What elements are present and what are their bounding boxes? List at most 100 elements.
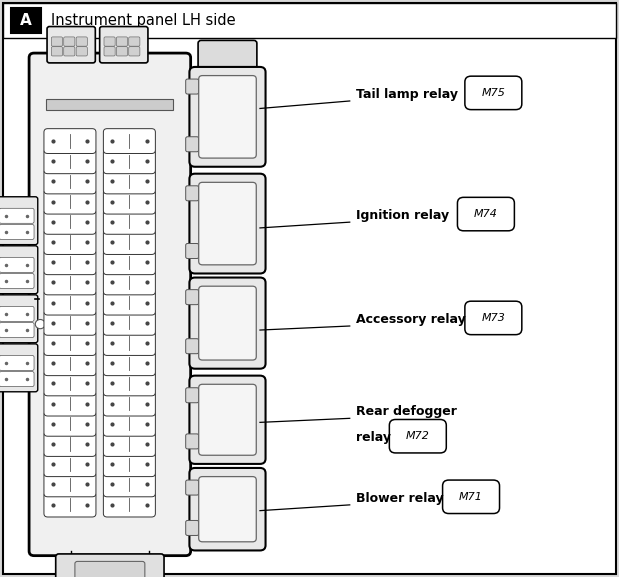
FancyBboxPatch shape bbox=[103, 411, 155, 436]
FancyBboxPatch shape bbox=[0, 208, 34, 223]
FancyBboxPatch shape bbox=[0, 295, 38, 343]
FancyBboxPatch shape bbox=[103, 452, 155, 477]
FancyBboxPatch shape bbox=[44, 492, 96, 517]
FancyBboxPatch shape bbox=[44, 472, 96, 497]
FancyBboxPatch shape bbox=[0, 273, 34, 288]
FancyBboxPatch shape bbox=[129, 47, 140, 56]
FancyBboxPatch shape bbox=[389, 419, 446, 453]
FancyBboxPatch shape bbox=[189, 67, 266, 167]
FancyBboxPatch shape bbox=[0, 306, 34, 321]
FancyBboxPatch shape bbox=[103, 472, 155, 497]
FancyBboxPatch shape bbox=[44, 331, 96, 355]
FancyBboxPatch shape bbox=[44, 270, 96, 295]
FancyBboxPatch shape bbox=[465, 76, 522, 110]
FancyBboxPatch shape bbox=[44, 149, 96, 174]
Text: A: A bbox=[20, 13, 32, 28]
FancyBboxPatch shape bbox=[44, 189, 96, 214]
FancyBboxPatch shape bbox=[44, 169, 96, 194]
FancyBboxPatch shape bbox=[103, 310, 155, 335]
FancyBboxPatch shape bbox=[44, 411, 96, 436]
Text: Blower relay: Blower relay bbox=[356, 492, 444, 505]
FancyBboxPatch shape bbox=[0, 344, 38, 392]
FancyBboxPatch shape bbox=[189, 278, 266, 369]
Text: M71: M71 bbox=[459, 492, 483, 502]
FancyBboxPatch shape bbox=[103, 270, 155, 295]
FancyBboxPatch shape bbox=[44, 310, 96, 335]
FancyBboxPatch shape bbox=[465, 301, 522, 335]
FancyBboxPatch shape bbox=[64, 47, 75, 56]
FancyBboxPatch shape bbox=[199, 384, 256, 455]
FancyBboxPatch shape bbox=[104, 37, 115, 46]
FancyBboxPatch shape bbox=[443, 480, 500, 514]
FancyBboxPatch shape bbox=[103, 129, 155, 153]
FancyBboxPatch shape bbox=[198, 40, 257, 75]
FancyBboxPatch shape bbox=[103, 169, 155, 194]
FancyBboxPatch shape bbox=[76, 37, 87, 46]
FancyBboxPatch shape bbox=[186, 434, 199, 449]
Text: M72: M72 bbox=[406, 431, 430, 441]
FancyBboxPatch shape bbox=[116, 37, 128, 46]
FancyBboxPatch shape bbox=[186, 243, 199, 258]
FancyBboxPatch shape bbox=[100, 27, 148, 63]
FancyBboxPatch shape bbox=[199, 286, 256, 360]
FancyBboxPatch shape bbox=[103, 209, 155, 234]
Bar bbox=[46, 99, 173, 110]
FancyBboxPatch shape bbox=[47, 27, 95, 63]
FancyBboxPatch shape bbox=[103, 492, 155, 517]
FancyBboxPatch shape bbox=[103, 331, 155, 355]
Text: Tail lamp relay: Tail lamp relay bbox=[356, 88, 458, 101]
FancyBboxPatch shape bbox=[103, 230, 155, 254]
FancyBboxPatch shape bbox=[103, 189, 155, 214]
FancyBboxPatch shape bbox=[103, 250, 155, 275]
FancyBboxPatch shape bbox=[189, 376, 266, 464]
FancyBboxPatch shape bbox=[129, 37, 140, 46]
FancyBboxPatch shape bbox=[186, 339, 199, 354]
FancyBboxPatch shape bbox=[64, 37, 75, 46]
FancyBboxPatch shape bbox=[186, 186, 199, 201]
FancyBboxPatch shape bbox=[186, 480, 199, 495]
FancyBboxPatch shape bbox=[103, 391, 155, 416]
FancyBboxPatch shape bbox=[189, 174, 266, 273]
FancyBboxPatch shape bbox=[186, 79, 199, 94]
FancyBboxPatch shape bbox=[0, 372, 34, 387]
Text: Rear defogger: Rear defogger bbox=[356, 405, 457, 418]
FancyBboxPatch shape bbox=[103, 149, 155, 174]
FancyBboxPatch shape bbox=[103, 432, 155, 456]
FancyBboxPatch shape bbox=[457, 197, 514, 231]
FancyBboxPatch shape bbox=[44, 230, 96, 254]
Text: M74: M74 bbox=[474, 209, 498, 219]
FancyBboxPatch shape bbox=[44, 250, 96, 275]
FancyBboxPatch shape bbox=[75, 561, 145, 577]
FancyBboxPatch shape bbox=[44, 452, 96, 477]
FancyBboxPatch shape bbox=[103, 351, 155, 376]
FancyBboxPatch shape bbox=[199, 182, 256, 265]
FancyBboxPatch shape bbox=[186, 290, 199, 305]
FancyBboxPatch shape bbox=[186, 137, 199, 152]
Text: Accessory relay: Accessory relay bbox=[356, 313, 465, 326]
FancyBboxPatch shape bbox=[44, 209, 96, 234]
Text: M75: M75 bbox=[482, 88, 505, 98]
FancyBboxPatch shape bbox=[186, 520, 199, 535]
FancyBboxPatch shape bbox=[0, 257, 34, 272]
FancyBboxPatch shape bbox=[44, 290, 96, 315]
FancyBboxPatch shape bbox=[44, 432, 96, 456]
FancyBboxPatch shape bbox=[0, 224, 34, 239]
FancyBboxPatch shape bbox=[56, 554, 164, 577]
FancyBboxPatch shape bbox=[29, 53, 191, 556]
Bar bbox=[3, 3, 616, 38]
FancyBboxPatch shape bbox=[44, 129, 96, 153]
FancyBboxPatch shape bbox=[104, 47, 115, 56]
Circle shape bbox=[35, 320, 45, 329]
Text: relay: relay bbox=[356, 431, 396, 444]
FancyBboxPatch shape bbox=[51, 37, 63, 46]
FancyBboxPatch shape bbox=[76, 47, 87, 56]
FancyBboxPatch shape bbox=[186, 388, 199, 403]
FancyBboxPatch shape bbox=[0, 323, 34, 338]
FancyBboxPatch shape bbox=[0, 197, 38, 245]
Bar bbox=[11, 8, 41, 33]
FancyBboxPatch shape bbox=[103, 371, 155, 396]
FancyBboxPatch shape bbox=[44, 371, 96, 396]
Text: Ignition relay: Ignition relay bbox=[356, 209, 449, 222]
FancyBboxPatch shape bbox=[44, 351, 96, 376]
FancyBboxPatch shape bbox=[103, 290, 155, 315]
